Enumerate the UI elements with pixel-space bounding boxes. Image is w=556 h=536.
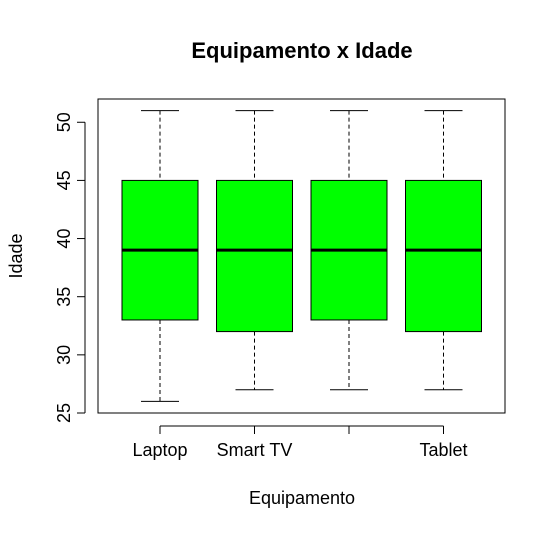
x-tick-label-3: Tablet (419, 440, 467, 460)
chart-title: Equipamento x Idade (191, 38, 412, 63)
box-1 (216, 179, 293, 333)
y-tick-label-50: 50 (54, 112, 74, 132)
y-tick-label-25: 25 (54, 403, 74, 423)
plot-area: 25 30 35 40 45 50 Laptop Smart TV Tablet (54, 110, 482, 460)
y-tick-label-35: 35 (54, 287, 74, 307)
x-tick-label-1: Smart TV (217, 440, 293, 460)
x-axis-label: Equipamento (249, 488, 355, 508)
y-tick-label-45: 45 (54, 170, 74, 190)
box-3 (405, 179, 482, 333)
x-tick-label-0: Laptop (132, 440, 187, 460)
y-tick-label-40: 40 (54, 229, 74, 249)
y-axis-label: Idade (6, 233, 26, 278)
plot-frame (97, 98, 506, 414)
y-tick-label-30: 30 (54, 345, 74, 365)
